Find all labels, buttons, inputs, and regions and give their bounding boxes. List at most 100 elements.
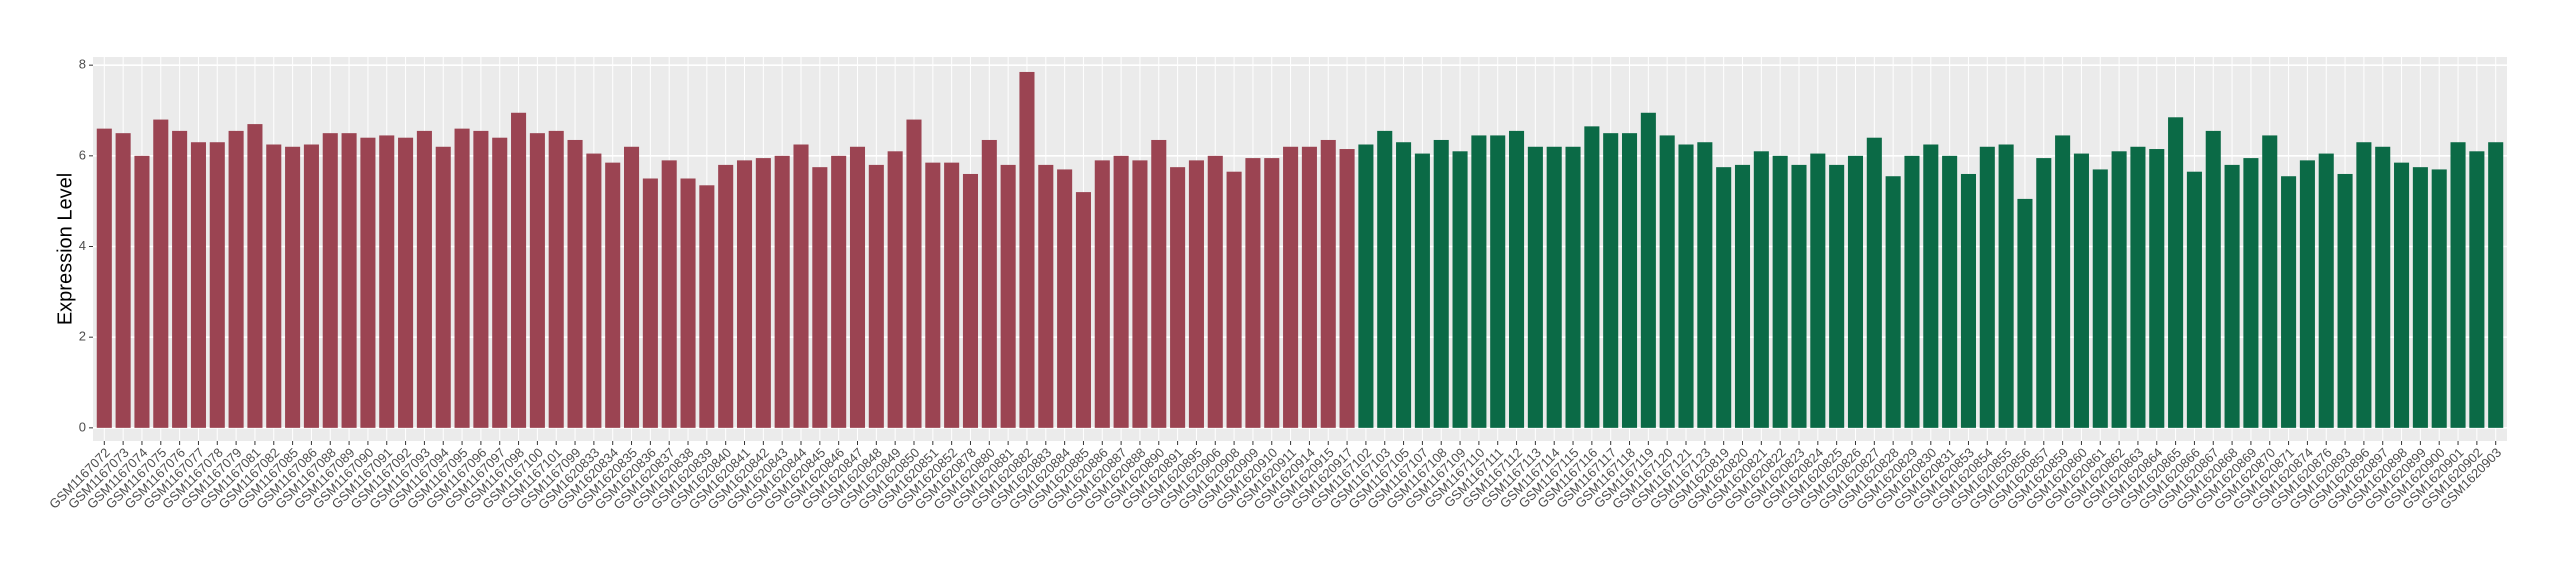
bar <box>906 119 922 428</box>
y-axis-label: Expression Level <box>54 173 76 325</box>
bar <box>1075 192 1091 428</box>
bar <box>416 130 432 428</box>
bar <box>548 130 564 428</box>
bar <box>1038 164 1054 428</box>
bar <box>1188 160 1204 428</box>
bar <box>2375 146 2391 428</box>
bar <box>2318 153 2334 428</box>
bar <box>1000 164 1016 428</box>
bar <box>2092 169 2108 428</box>
bar <box>1942 155 1958 428</box>
bar <box>2412 167 2428 428</box>
bar <box>1716 167 1732 428</box>
bar <box>1772 155 1788 428</box>
bar <box>1057 169 1073 428</box>
bar <box>303 144 319 428</box>
bar <box>1396 142 1412 428</box>
bar <box>1546 146 1562 428</box>
bar <box>2450 142 2466 428</box>
bar <box>2469 151 2485 428</box>
bar <box>774 155 790 428</box>
bar <box>2130 146 2146 428</box>
bar <box>1640 112 1656 428</box>
bar <box>1377 130 1393 428</box>
bar <box>1452 151 1468 428</box>
bar <box>1283 146 1299 428</box>
bar <box>2337 173 2353 428</box>
bar <box>1358 144 1374 428</box>
bar <box>1923 144 1939 428</box>
bar <box>2036 158 2052 428</box>
bar <box>2488 142 2504 428</box>
bar <box>1433 139 1449 428</box>
bar <box>1019 71 1035 428</box>
bar <box>285 146 301 428</box>
bar <box>1509 130 1525 428</box>
bar <box>849 146 866 428</box>
bar <box>1829 164 1845 428</box>
bar <box>1734 164 1751 428</box>
bar <box>134 155 150 428</box>
bar <box>2243 158 2259 428</box>
bar <box>190 142 206 428</box>
bar <box>379 135 395 428</box>
bar <box>962 173 979 428</box>
bar <box>2149 149 2165 428</box>
bar <box>492 137 508 428</box>
bar <box>1678 144 1694 428</box>
bar <box>2299 160 2315 428</box>
bar <box>1301 146 1317 428</box>
bar <box>1264 158 1280 428</box>
bar <box>680 178 696 428</box>
y-tick-label: 4 <box>79 238 86 253</box>
bar <box>1207 155 1223 428</box>
bar <box>115 133 131 428</box>
bar <box>1847 155 1864 428</box>
bar <box>341 133 357 428</box>
bar <box>1998 144 2014 428</box>
bar <box>1320 139 1336 428</box>
bar <box>2224 164 2240 428</box>
bar <box>398 137 414 428</box>
bar <box>2394 162 2410 428</box>
bar <box>661 160 677 428</box>
bar <box>2262 135 2278 428</box>
bar <box>1753 151 1769 428</box>
y-tick-label: 6 <box>79 147 86 162</box>
bar <box>2431 169 2447 428</box>
bar <box>1904 155 1920 428</box>
bar <box>322 133 338 428</box>
bar <box>586 153 602 428</box>
bar <box>868 164 884 428</box>
bar <box>624 146 640 428</box>
bar <box>642 178 658 428</box>
bar <box>1810 153 1826 428</box>
bar <box>247 124 263 428</box>
bar <box>2168 117 2184 428</box>
bar <box>2055 135 2071 428</box>
bar <box>1866 137 1882 428</box>
bar <box>1885 176 1901 428</box>
bar <box>1414 153 1430 428</box>
bar <box>831 155 847 428</box>
bar <box>209 142 225 428</box>
bar <box>153 119 169 428</box>
bar <box>1791 164 1807 428</box>
bar <box>360 137 376 428</box>
bar <box>736 160 753 428</box>
bar <box>2111 151 2127 428</box>
bar <box>699 185 715 428</box>
bar <box>2205 130 2221 428</box>
bar <box>925 162 941 428</box>
bar <box>1697 142 1713 428</box>
bar <box>567 139 583 428</box>
bar <box>435 146 451 428</box>
bar <box>1151 139 1167 428</box>
y-tick-label: 2 <box>79 329 86 344</box>
bar <box>944 162 960 428</box>
bar <box>266 144 282 428</box>
bar <box>454 128 470 428</box>
bar <box>2281 176 2297 428</box>
bar <box>2073 153 2089 428</box>
